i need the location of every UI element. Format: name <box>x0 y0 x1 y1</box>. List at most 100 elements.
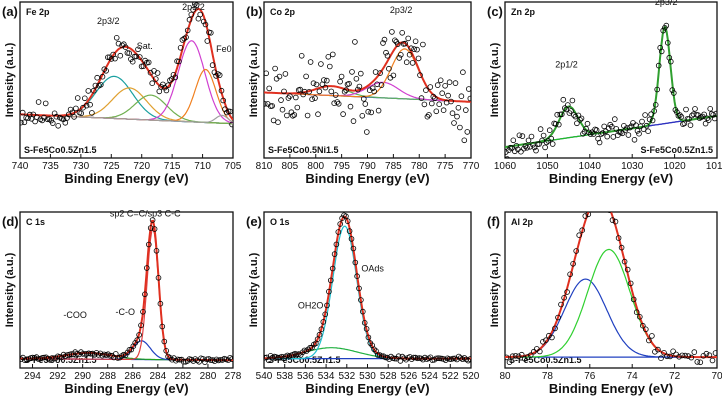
data-point <box>151 226 158 232</box>
data-point <box>645 128 651 135</box>
panel-label: (f) <box>487 214 500 229</box>
data-point <box>133 53 140 60</box>
data-point <box>611 116 618 122</box>
panel-label: (e) <box>246 214 262 229</box>
panel-label: (c) <box>487 4 503 19</box>
data-point <box>437 77 444 84</box>
data-point <box>49 120 56 126</box>
element-label: Al 2p <box>511 217 534 227</box>
data-point <box>20 119 24 126</box>
x-tick-label: 725 <box>103 161 120 172</box>
data-point <box>82 351 88 357</box>
sample-label: S-Fe5Co0.5Zn1.5 <box>24 145 97 155</box>
series-peak-o-ads <box>264 225 471 360</box>
data-point <box>418 95 425 101</box>
data-point <box>655 62 662 69</box>
data-point <box>713 110 717 117</box>
data-point <box>705 117 712 123</box>
data-point <box>354 273 360 280</box>
data-point <box>172 74 179 81</box>
series-envelope <box>264 41 471 103</box>
data-point <box>352 39 358 45</box>
data-point <box>101 66 108 72</box>
data-point <box>112 55 118 62</box>
data-point <box>160 81 166 88</box>
x-axis-label: Binding Energy (eV) <box>64 171 188 186</box>
data-point <box>193 2 200 8</box>
data-point <box>579 227 585 234</box>
data-point <box>159 323 166 330</box>
data-point <box>519 133 526 139</box>
data-point <box>452 80 459 86</box>
data-point <box>439 90 446 96</box>
x-tick-label: 710 <box>194 161 211 172</box>
x-tick-label: 705 <box>225 161 242 172</box>
y-axis-label: Intensity (a.u.) <box>4 252 16 327</box>
data-point <box>331 251 338 257</box>
data-point <box>266 85 273 92</box>
data-point <box>677 112 683 118</box>
data-point <box>229 356 233 362</box>
data-point <box>512 352 519 359</box>
data-point <box>412 38 419 45</box>
series-raw-data <box>20 2 233 129</box>
data-point <box>433 355 440 362</box>
data-point <box>687 122 694 128</box>
data-point <box>318 326 325 333</box>
data-point <box>284 112 290 119</box>
panel-label: (b) <box>246 4 263 19</box>
data-point <box>533 147 539 154</box>
sample-label: S-Fe5Co0.5Ni1.5 <box>268 145 339 155</box>
x-tick-label: 1020 <box>663 161 686 172</box>
data-point <box>117 52 124 59</box>
data-point <box>674 109 680 115</box>
element-label: O 1s <box>270 217 290 227</box>
plot-frame <box>263 211 472 369</box>
panel-label: (a) <box>2 4 18 19</box>
data-point <box>316 88 323 95</box>
data-point <box>642 326 649 333</box>
data-point <box>548 135 554 142</box>
data-point <box>710 112 716 118</box>
data-point <box>200 18 207 25</box>
data-point <box>521 355 528 362</box>
data-point <box>602 128 609 135</box>
data-point <box>316 331 323 338</box>
data-point <box>608 123 615 130</box>
data-point <box>137 54 143 60</box>
data-point <box>80 351 86 357</box>
data-point <box>365 108 372 115</box>
data-point <box>184 27 191 34</box>
x-axis-label: Binding Energy (eV) <box>549 171 673 186</box>
data-point <box>518 148 524 155</box>
data-point <box>540 338 546 345</box>
data-point <box>564 102 571 108</box>
data-point <box>460 69 466 75</box>
data-point <box>589 129 595 136</box>
data-point <box>530 348 537 355</box>
data-point <box>558 301 564 308</box>
data-point <box>649 117 656 124</box>
data-point <box>73 105 79 112</box>
data-point <box>186 16 193 23</box>
data-point <box>682 352 688 359</box>
x-tick-label: 1060 <box>494 161 517 172</box>
data-point <box>303 73 309 80</box>
x-tick-label: 530 <box>359 371 376 382</box>
panel-c: 1060 1050 1040 1030 1020 1010 Binding Energy (… <box>487 0 722 186</box>
x-tick-label: 770 <box>463 161 480 172</box>
data-point <box>180 358 187 365</box>
data-point <box>329 51 336 58</box>
data-point <box>633 309 640 316</box>
sample-label: S-Fe5Co0.5Zn1.5 <box>640 145 713 155</box>
data-point <box>396 55 403 61</box>
data-point <box>415 55 422 62</box>
data-point <box>637 123 644 130</box>
data-point <box>340 111 346 117</box>
x-tick-label: 284 <box>149 371 166 382</box>
data-point <box>144 265 150 271</box>
plot-area <box>264 29 471 144</box>
panel-label: (d) <box>2 214 19 229</box>
data-point <box>394 41 401 47</box>
x-tick-label: 800 <box>307 161 324 172</box>
